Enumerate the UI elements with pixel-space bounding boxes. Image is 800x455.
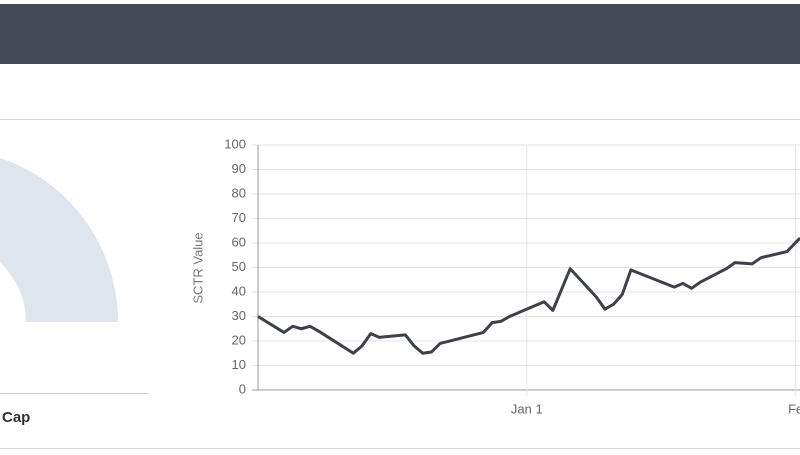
line-series bbox=[257, 237, 800, 355]
y-tick-label: 60 bbox=[232, 234, 246, 249]
y-tick-label: 40 bbox=[232, 283, 246, 298]
y-tick-label: 70 bbox=[232, 210, 246, 225]
y-tick-label: 20 bbox=[232, 332, 246, 347]
x-tick-label: Jan 1 bbox=[511, 401, 543, 416]
y-axis-label: SCTR Value bbox=[190, 232, 205, 303]
gauge-label: Cap bbox=[2, 409, 30, 426]
y-tick-label: 80 bbox=[232, 185, 246, 200]
gauge-arc bbox=[0, 158, 118, 322]
header-bar bbox=[0, 4, 800, 64]
y-tick-label: 90 bbox=[232, 161, 246, 176]
y-tick-label: 0 bbox=[239, 381, 246, 396]
plot: 0 10 20 30 40 50 60 70 80 90 100 Jan 1 Fe bbox=[224, 136, 800, 416]
x-tick-label: Fe bbox=[788, 401, 800, 416]
y-tick-label: 10 bbox=[232, 357, 246, 372]
y-tick-label: 50 bbox=[232, 259, 246, 274]
y-tick-label: 30 bbox=[232, 308, 246, 323]
y-tick-label: 100 bbox=[224, 136, 246, 151]
